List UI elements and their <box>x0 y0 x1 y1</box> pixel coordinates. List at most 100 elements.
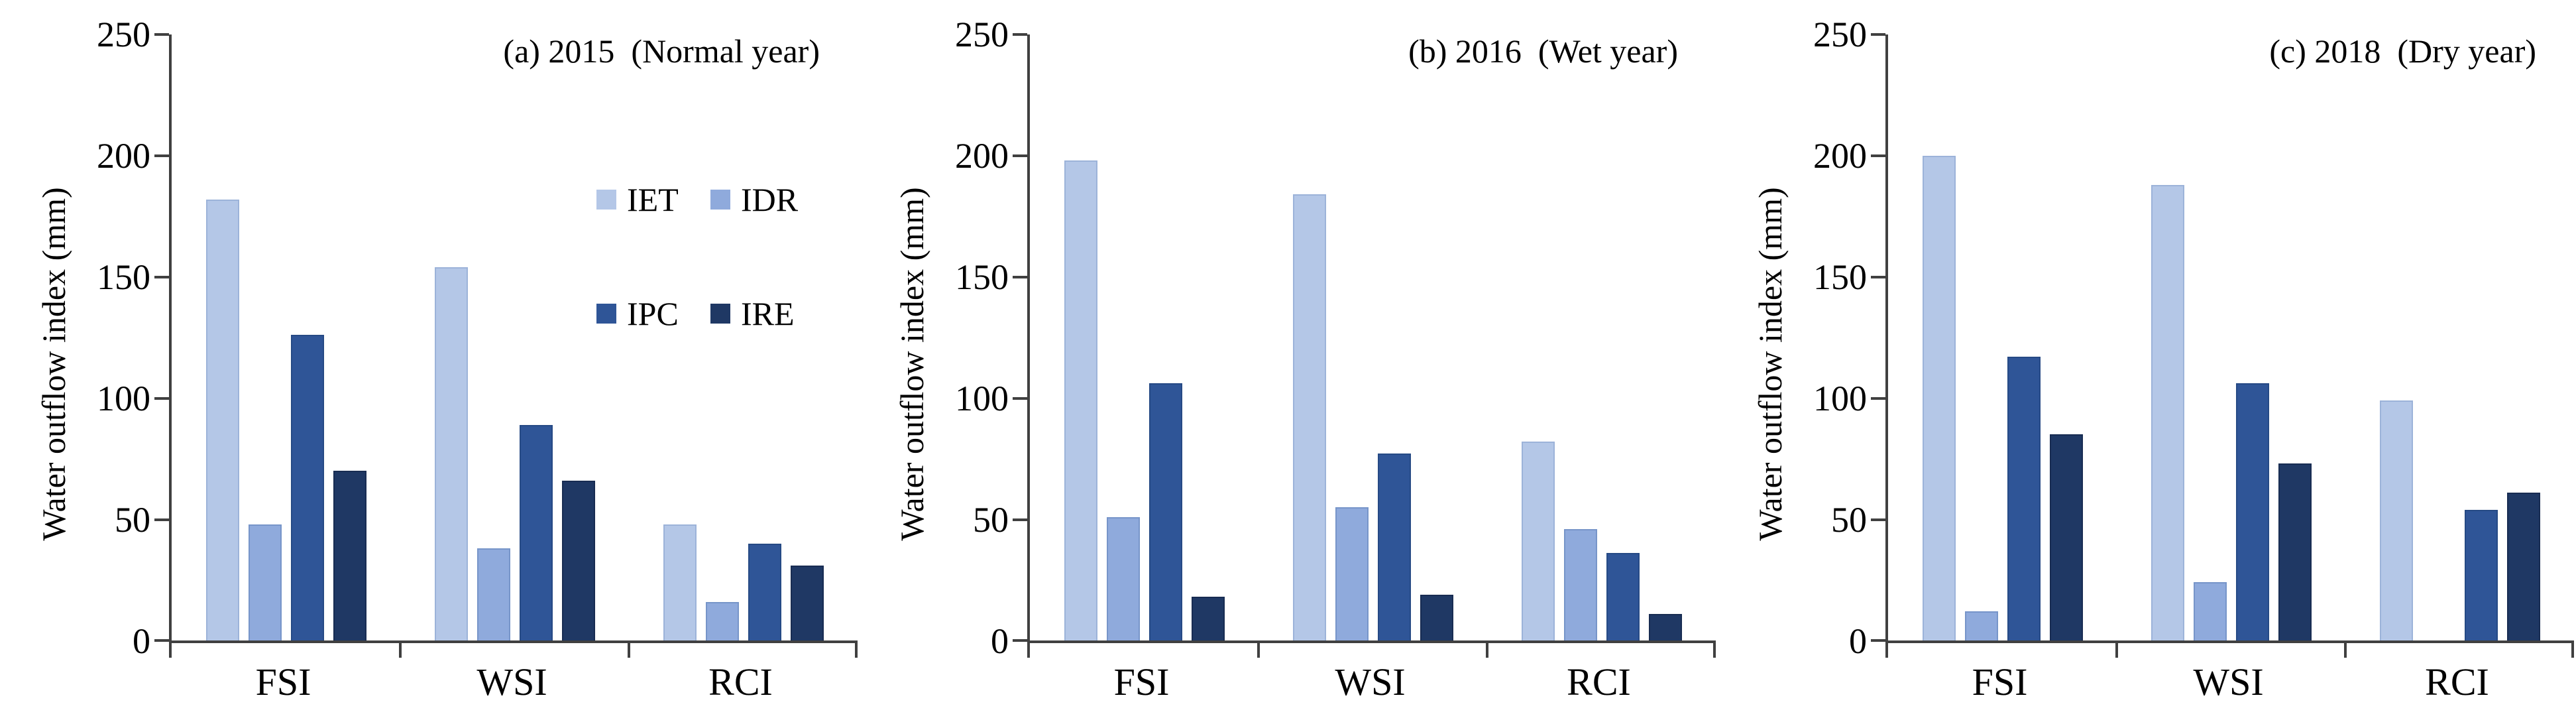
y-tick-label-50: 50 <box>973 500 1009 540</box>
bar-ire-rci <box>790 566 824 640</box>
x-tick-mark <box>1713 643 1716 658</box>
panel-2018-dry-year: Water outflow index (mm) 250 200 150 100… <box>1716 0 2575 728</box>
bar-ipc-wsi <box>2235 383 2269 640</box>
x-label-rci: RCI <box>2425 660 2489 703</box>
y-tick-label-50: 50 <box>115 500 150 540</box>
y-tick-mark <box>1871 33 1885 36</box>
y-tick-mark <box>1013 276 1027 278</box>
y-tick-mark <box>1013 154 1027 157</box>
bar-iet-fsi <box>205 200 239 640</box>
bar-ire-rci <box>1648 614 1682 640</box>
bar-ipc-rci <box>748 544 781 640</box>
bar-group-wsi <box>400 34 629 640</box>
x-tick-mark <box>1486 643 1488 658</box>
panel-title: (b) 2016 (Wet year) <box>1408 32 1678 70</box>
panel-title: (c) 2018 (Dry year) <box>2269 32 2536 70</box>
legend-label-iet: IET <box>627 181 679 218</box>
x-tick-mark <box>855 643 858 658</box>
y-tick-label-0: 0 <box>1849 621 1867 661</box>
bar-ire-wsi <box>561 481 595 640</box>
x-label-fsi: FSI <box>1113 660 1170 703</box>
x-label-fsi: FSI <box>255 660 311 703</box>
bar-idr-wsi <box>476 548 510 640</box>
bar-ipc-wsi <box>519 425 553 640</box>
bar-ipc-rci <box>2464 510 2498 640</box>
idr-swatch-icon <box>710 190 730 210</box>
y-tick-label-100: 100 <box>97 379 150 418</box>
bar-ire-fsi <box>333 471 366 640</box>
y-tick-mark <box>154 33 169 36</box>
x-tick-mark <box>628 643 630 658</box>
bar-group-wsi <box>1259 34 1487 640</box>
x-label-wsi: WSI <box>2193 660 2264 703</box>
x-label-rci: RCI <box>708 660 773 703</box>
y-tick-label-200: 200 <box>955 136 1009 176</box>
bar-group-rci <box>2345 34 2574 640</box>
legend-label-idr: IDR <box>741 181 799 218</box>
plot-area <box>1013 33 1716 658</box>
bar-iet-wsi <box>2151 185 2184 640</box>
panel-title: (a) 2015 (Normal year) <box>503 32 820 70</box>
legend-item-ipc: IPC <box>596 297 710 330</box>
x-label-wsi: WSI <box>1335 660 1406 703</box>
plot-area <box>1871 33 2574 658</box>
x-label-rci: RCI <box>1567 660 1631 703</box>
legend-label-ire: IRE <box>741 295 795 332</box>
bar-iet-rci <box>663 524 697 640</box>
bar-iet-rci <box>2379 400 2413 640</box>
x-tick-mark <box>2344 643 2347 658</box>
y-tick-mark <box>1871 639 1885 642</box>
legend-label-ipc: IPC <box>627 295 679 332</box>
bar-group-fsi <box>1888 34 2117 640</box>
y-tick-mark <box>1013 639 1027 642</box>
bar-iet-wsi <box>434 267 468 640</box>
x-label-fsi: FSI <box>1972 660 2028 703</box>
x-tick-mark <box>1027 643 1030 658</box>
bar-groups <box>1030 34 1716 640</box>
bar-idr-wsi <box>2193 582 2227 640</box>
bar-idr-fsi <box>1964 611 1998 640</box>
x-category-labels: FSI WSI RCI <box>1027 663 1713 701</box>
bar-ipc-fsi <box>290 335 324 640</box>
x-tick-mark <box>2115 643 2118 658</box>
bar-ire-fsi <box>1191 597 1225 640</box>
bar-ire-wsi <box>2278 463 2312 640</box>
y-tick-label-150: 150 <box>97 257 150 297</box>
y-tick-mark <box>1871 154 1885 157</box>
bar-groups <box>1888 34 2574 640</box>
bar-idr-wsi <box>1335 507 1369 640</box>
bar-ipc-rci <box>1606 553 1640 640</box>
bar-iet-fsi <box>1922 156 1956 640</box>
bar-idr-fsi <box>1106 517 1140 640</box>
bar-ire-fsi <box>2049 434 2083 640</box>
panel-2015-normal-year: Water outflow index (mm) 250 200 150 100… <box>0 0 858 728</box>
legend-row: IPC IRE <box>596 297 824 330</box>
x-tick-mark <box>169 643 172 658</box>
y-tick-label-250: 250 <box>97 15 150 54</box>
x-tick-mark <box>399 643 402 658</box>
bar-iet-rci <box>1521 442 1555 640</box>
bar-idr-fsi <box>248 524 282 640</box>
y-tick-mark <box>1871 397 1885 400</box>
y-tick-mark <box>154 639 169 642</box>
x-tick-mark <box>1257 643 1260 658</box>
y-tick-mark <box>154 276 169 278</box>
y-tick-label-100: 100 <box>1813 379 1867 418</box>
bar-group-rci <box>1487 34 1716 640</box>
y-tick-label-150: 150 <box>955 257 1009 297</box>
y-tick-label-100: 100 <box>955 379 1009 418</box>
x-category-labels: FSI WSI RCI <box>169 663 855 701</box>
bar-ire-wsi <box>1420 595 1453 640</box>
legend: IET IDR IPC IRE <box>596 183 824 411</box>
y-tick-mark <box>1013 518 1027 521</box>
legend-item-iet: IET <box>596 183 710 216</box>
bar-idr-rci <box>705 602 739 640</box>
bar-group-rci <box>629 34 858 640</box>
legend-item-ire: IRE <box>710 297 824 330</box>
bar-group-fsi <box>1030 34 1259 640</box>
y-tick-mark <box>154 154 169 157</box>
x-category-labels: FSI WSI RCI <box>1885 663 2571 701</box>
x-tick-mark <box>1885 643 1888 658</box>
y-tick-label-0: 0 <box>133 621 150 661</box>
bar-iet-wsi <box>1292 194 1326 640</box>
